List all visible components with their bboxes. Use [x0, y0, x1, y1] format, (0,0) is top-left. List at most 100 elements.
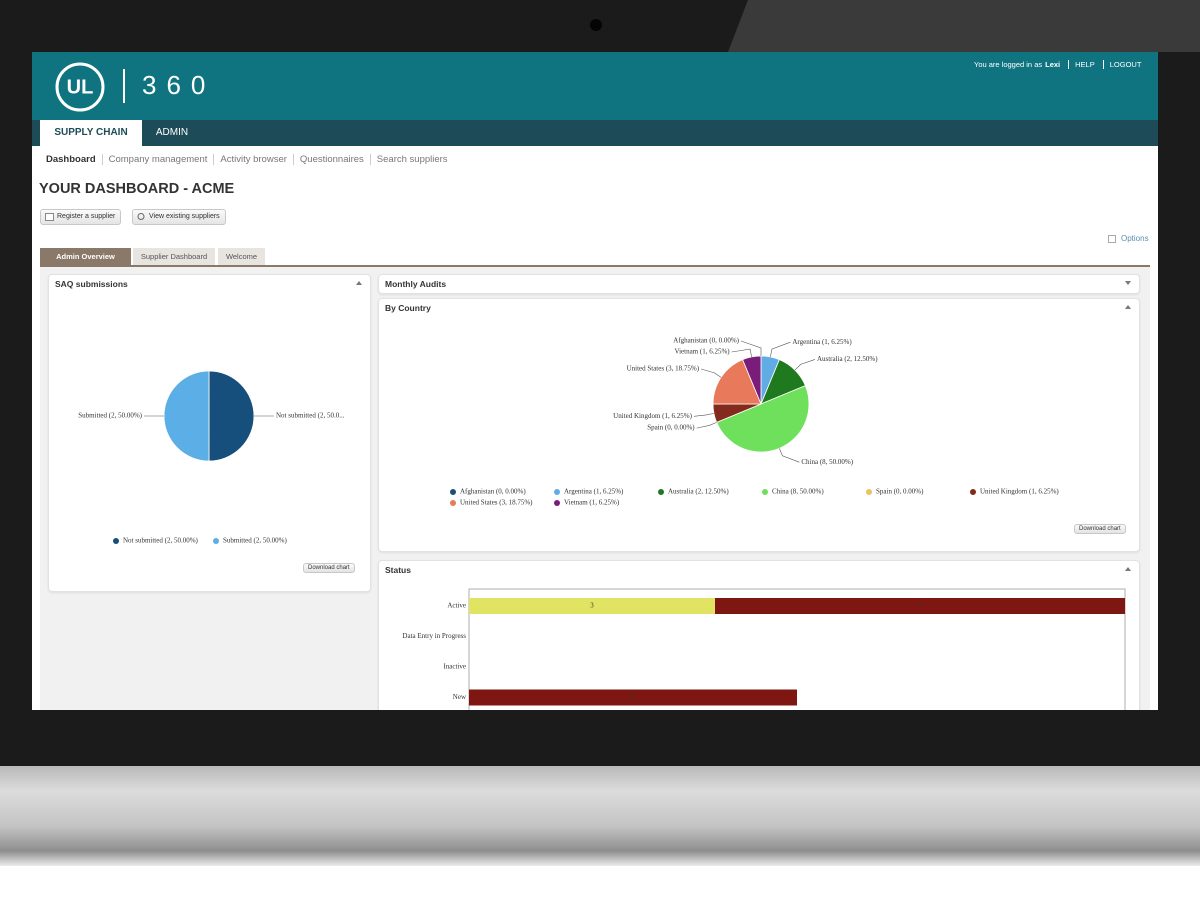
laptop-base — [0, 766, 1200, 866]
dashboard-tab[interactable]: Supplier Dashboard — [133, 248, 215, 266]
y-tick-label: New — [453, 693, 467, 701]
label-connector — [693, 413, 714, 417]
legend-label: Spain (0, 0.00%) — [876, 488, 924, 496]
logo-divider — [123, 69, 125, 103]
button-icon — [137, 213, 145, 220]
data-label: 4 — [631, 693, 635, 701]
y-tick-label: Data Entry in Progress — [402, 632, 466, 640]
bar-segment — [715, 598, 1125, 614]
bezel-reflection — [728, 0, 1200, 52]
collapse-toggle[interactable] — [1125, 305, 1131, 309]
saq-chart: Submitted (2, 50.00%) Not submitted (2, 5… — [78, 370, 345, 545]
legend-marker — [554, 489, 560, 495]
legend-label: United Kingdom (1, 6.25%) — [980, 488, 1059, 496]
login-text: You are logged in as — [974, 60, 1043, 69]
data-label: Not submitted (2, 50.0... — [276, 412, 345, 420]
logo-ring — [55, 62, 105, 112]
download-button[interactable]: Download chart — [1074, 524, 1126, 534]
main-tab[interactable]: ADMIN — [155, 127, 189, 138]
legend-label: Vietnam (1, 6.25%) — [564, 499, 620, 507]
legend-label: United States (3, 18.75%) — [460, 499, 533, 507]
status-panel: Active Data Entry in Progress Inactive New 3… — [378, 560, 1140, 710]
data-label: Submitted (2, 50.00%) — [78, 412, 142, 420]
data-label: Spain (0, 0.00%) — [647, 424, 695, 432]
data-label: Australia (2, 12.50%) — [817, 355, 878, 363]
legend-marker — [213, 538, 219, 544]
legend-marker — [450, 489, 456, 495]
label-connector — [779, 448, 800, 463]
legend-label: China (8, 50.00%) — [772, 488, 824, 496]
legend-marker — [113, 538, 119, 544]
pie-slice — [208, 370, 255, 462]
help-link[interactable]: HELP — [1068, 60, 1095, 69]
sub-nav-item[interactable]: Activity browser — [213, 154, 293, 165]
logo: UL — [55, 62, 105, 112]
sub-nav-item[interactable]: Questionnaires — [292, 154, 370, 165]
country-chart: Afghanistan (0, 0.00%) Vietnam (1, 6.25%)… — [450, 337, 1059, 507]
label-connector — [770, 341, 791, 357]
expand-toggle[interactable] — [1125, 281, 1131, 285]
collapse-toggle[interactable] — [1125, 567, 1131, 571]
register-button[interactable]: Register a supplier — [40, 209, 122, 225]
camera — [590, 19, 602, 31]
legend-marker — [970, 489, 976, 495]
saq-panel: Submitted (2, 50.00%) Not submitted (2, 5… — [48, 274, 371, 592]
page-title: YOUR DASHBOARD - ACME — [39, 181, 235, 197]
main-nav: SUPPLY CHAIN ADMIN — [32, 120, 1158, 146]
legend-marker — [554, 500, 560, 506]
plot-area — [468, 588, 1126, 710]
main-tab[interactable]: SUPPLY CHAIN — [40, 120, 142, 146]
data-label: 3 — [590, 602, 594, 610]
legend-marker — [450, 500, 456, 506]
panel-title: Status — [385, 565, 411, 575]
dashboard-tab[interactable]: Welcome — [218, 248, 265, 266]
label-connector — [701, 368, 722, 378]
legend-marker — [866, 489, 872, 495]
y-tick-label: Inactive — [443, 663, 466, 671]
monthly-panel: Monthly Audits — [378, 274, 1140, 294]
header: UL 360 You are logged in as Lexi HELP LO… — [32, 52, 1158, 120]
view-suppliers-button[interactable]: View existing suppliers — [132, 209, 226, 225]
data-label: United Kingdom (1, 6.25%) — [613, 412, 692, 420]
icon-shape — [137, 213, 145, 220]
legend-label: Argentina (1, 6.25%) — [564, 488, 624, 496]
options-checkbox[interactable] — [1108, 235, 1116, 243]
data-label: 5 — [918, 602, 922, 610]
collapse-toggle[interactable] — [356, 281, 362, 285]
sub-nav-item[interactable]: Dashboard — [46, 154, 96, 165]
data-label: Argentina (1, 6.25%) — [792, 338, 852, 346]
screen: UL 360 You are logged in as Lexi HELP LO… — [32, 52, 1158, 710]
sub-nav: Dashboard Company management Activity br… — [40, 154, 454, 165]
bar-segment — [469, 689, 797, 706]
download-button[interactable]: Download chart — [303, 563, 355, 573]
tab-rule — [40, 265, 1150, 267]
status-chart: Active Data Entry in Progress Inactive New 3… — [402, 588, 1126, 710]
user-bar: You are logged in as Lexi HELP LOGOUT — [974, 60, 1141, 69]
button-icon — [45, 213, 54, 221]
data-label: Vietnam (1, 6.25%) — [674, 348, 730, 356]
user-name: Lexi — [1045, 60, 1061, 69]
label-connector — [696, 422, 717, 429]
data-label: Afghanistan (0, 0.00%) — [673, 337, 739, 345]
options-link[interactable]: Options — [1121, 234, 1149, 243]
sub-nav-item[interactable]: Company management — [101, 154, 214, 165]
legend-label: Not submitted (2, 50.00%) — [123, 537, 199, 545]
sub-nav-item[interactable]: Search suppliers — [369, 154, 454, 165]
dashboard-tab[interactable]: Admin Overview — [40, 248, 131, 266]
logout-link[interactable]: LOGOUT — [1102, 60, 1141, 69]
panel-title: SAQ submissions — [55, 279, 128, 289]
y-tick-label: Active — [447, 602, 466, 610]
pie-slice — [163, 370, 210, 462]
legend-marker — [762, 489, 768, 495]
country-panel: Afghanistan (0, 0.00%) Vietnam (1, 6.25%)… — [378, 298, 1140, 552]
icon-shape — [45, 213, 54, 221]
bar-segment — [469, 598, 715, 614]
logo-text: UL — [67, 76, 94, 98]
button-label: Register a supplier — [57, 213, 116, 220]
panel-title: By Country — [385, 303, 431, 313]
product-name: 360 — [142, 70, 216, 100]
panel-title: Monthly Audits — [385, 279, 447, 289]
legend-label: Afghanistan (0, 0.00%) — [460, 488, 526, 496]
data-label: United States (3, 18.75%) — [627, 365, 700, 373]
